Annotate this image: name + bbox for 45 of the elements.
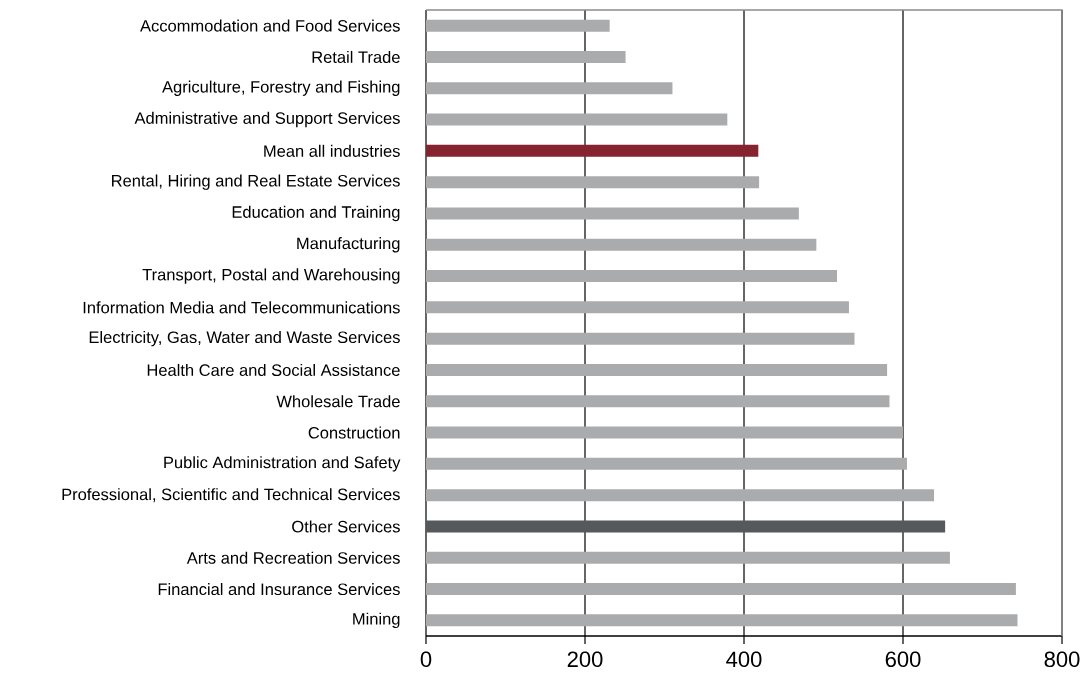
y-tick-label: Education and Training: [232, 205, 400, 222]
y-tick-label: Other Services: [292, 520, 400, 533]
y-tick-label: Mean all industries: [264, 144, 400, 157]
bar: [426, 19, 610, 32]
x-tick-label: 800: [1044, 651, 1080, 668]
y-tick-label: Retail Trade: [312, 50, 400, 64]
y-tick-label: Agriculture, Forestry and Fishing: [162, 80, 400, 96]
x-tick-label: 600: [885, 651, 921, 668]
bar: [426, 457, 907, 470]
bar: [426, 82, 673, 95]
y-tick-label: Financial and Insurance Services: [158, 583, 400, 596]
bar: [426, 363, 888, 376]
y-tick-label: Health Care and Social Assistance: [147, 363, 400, 377]
bar: [426, 238, 817, 251]
y-tick-label: Wholesale Trade: [276, 395, 400, 408]
bar: [426, 583, 1016, 596]
y-tick-label: Professional, Scientific and Technical Services: [62, 488, 400, 503]
bar: [426, 395, 890, 408]
bar: [426, 426, 903, 439]
bar: [426, 50, 626, 63]
x-tick-label: 200: [567, 651, 603, 668]
y-tick-label: Rental, Hiring and Real Estate Services: [112, 174, 400, 190]
y-tick-label: Administrative and Support Services: [134, 111, 400, 128]
bar: [426, 207, 799, 220]
bar: [426, 144, 759, 157]
x-tick-label: 0: [420, 651, 432, 668]
y-tick-label: Construction: [308, 426, 400, 439]
y-tick-label: Electricity, Gas, Water and Waste Services: [89, 330, 400, 347]
bar: [426, 520, 946, 533]
bar: [426, 113, 728, 126]
y-tick-label: Accommodation and Food Services: [140, 19, 400, 32]
y-tick-label: Arts and Recreation Services: [186, 551, 400, 564]
bar: [426, 614, 1018, 627]
y-tick-label: Information Media and Telecommunications: [83, 301, 400, 314]
bar: [426, 301, 849, 314]
x-tick-label: 400: [726, 651, 762, 668]
y-tick-label: Public Administration and Safety: [164, 456, 401, 472]
y-tick-label: Mining: [353, 612, 400, 629]
bar: [426, 332, 855, 345]
y-tick-label: Transport, Postal and Warehousing: [142, 268, 400, 284]
bar: [426, 176, 760, 189]
y-tick-label: Manufacturing: [297, 237, 400, 253]
bar: [426, 489, 935, 502]
bar: [426, 270, 838, 283]
bar: [426, 551, 950, 564]
